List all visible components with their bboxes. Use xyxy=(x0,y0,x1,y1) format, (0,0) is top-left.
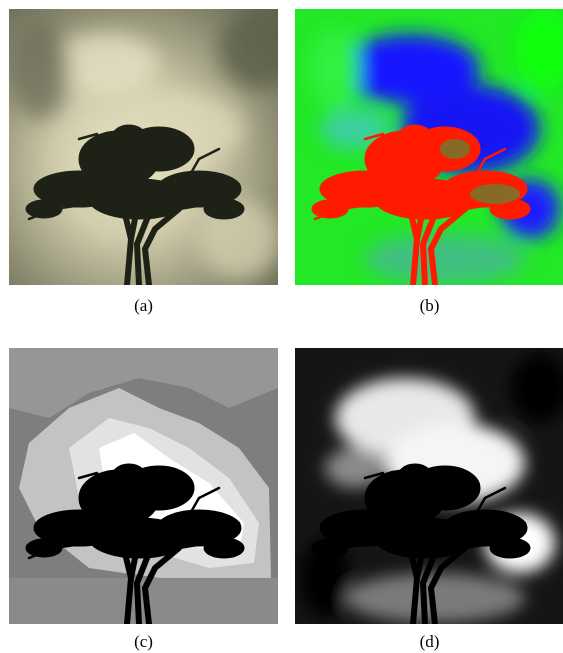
pseudocolor-map xyxy=(295,9,563,285)
tree-photo xyxy=(9,9,278,285)
caption-d: (d) xyxy=(419,632,440,651)
caption-c: (c) xyxy=(134,632,153,651)
caption-b: (b) xyxy=(419,296,440,315)
quantized-gray-map xyxy=(9,348,278,624)
image-panel-d xyxy=(295,348,563,624)
caption-a: (a) xyxy=(134,296,153,315)
image-panel-b xyxy=(295,9,563,285)
saliency-gray-map xyxy=(295,348,563,624)
image-panel-a xyxy=(9,9,278,285)
image-panel-c xyxy=(9,348,278,624)
